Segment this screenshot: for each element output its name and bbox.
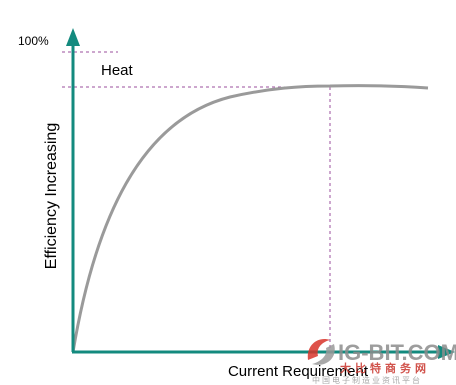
watermark-brand: 大比特商务网: [340, 361, 430, 375]
annotation: Heat: [101, 62, 134, 79]
logo-red: [307, 339, 330, 360]
logo-gray: [312, 344, 335, 365]
x-axis-label: Current Requirement: [228, 363, 369, 380]
y-axis-arrow: [66, 28, 80, 46]
watermark-site: IG-BIT.COM: [338, 340, 456, 365]
x-axis-arrow: [438, 345, 455, 359]
y-axis-label: Efficiency Increasing: [43, 123, 60, 269]
y-top-label: 100%: [18, 34, 49, 48]
watermark-tagline: 中国电子制造业资讯平台: [312, 375, 422, 385]
watermark: IG-BIT.COM 大比特商务网 中国电子制造业资讯平台: [307, 339, 456, 385]
efficiency-curve: [71, 84, 429, 353]
